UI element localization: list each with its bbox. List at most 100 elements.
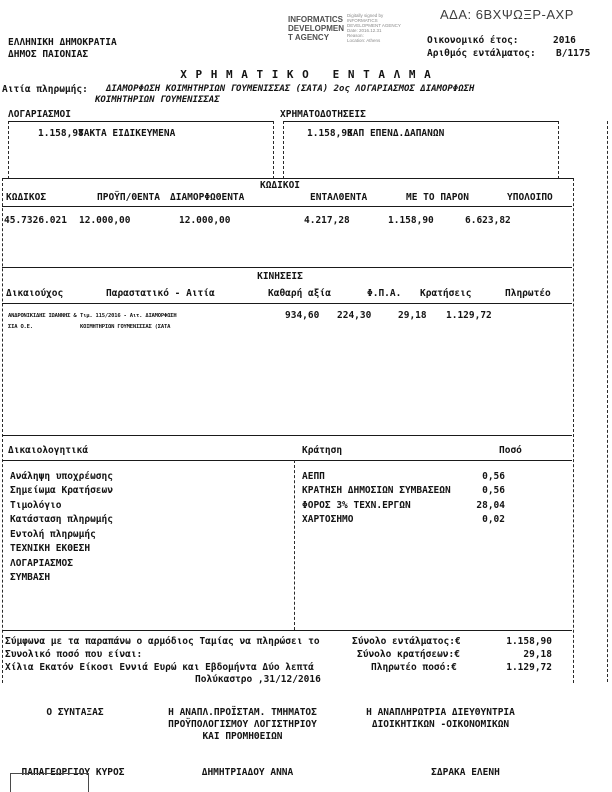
kiniseis-top-rule xyxy=(2,267,572,268)
main-form-box xyxy=(2,178,574,683)
net-amount: 934,60 xyxy=(285,310,320,321)
signature3-title-line2: ΔΙΟΙΚΗΤΙΚΩΝ -ΟΙΚΟΝΟΜΙΚΩΝ xyxy=(371,719,510,730)
doc-item: Ανάληψη υποχρέωσης xyxy=(10,471,113,482)
kodikoi-budgeted: 12.000,00 xyxy=(79,215,131,226)
docs-top-rule xyxy=(2,435,572,436)
kodikoi-col-header: ΕΝΤΑΛΘΕΝΤΑ xyxy=(310,192,368,203)
kiniseis-col-header: Δικαιούχος xyxy=(6,288,64,299)
kodikoi-col-header: ΔΙΑΜΟΡΦΩΘΕΝΤΑ xyxy=(170,192,245,203)
kodikoi-header-rule xyxy=(2,206,572,207)
kiniseis-header-rule xyxy=(2,303,572,304)
kiniseis-col-header: Καθαρή αξία xyxy=(268,288,331,299)
signature-stamp-box xyxy=(10,773,89,792)
kodikoi-title: ΚΩΔΙΚΟΙ xyxy=(259,180,301,191)
deductions-amount: 29,18 xyxy=(398,310,427,321)
kiniseis-col-header: Πληρωτέο xyxy=(505,288,551,299)
beneficiary-line2: ΣΙΑ Ο.Ε. xyxy=(8,324,33,330)
digital-signature-text: Reason: xyxy=(347,33,364,38)
kodikoi-ordered: 4.217,28 xyxy=(304,215,350,226)
deduction-amount: 0,56 xyxy=(482,485,505,496)
reason-label: Αιτία πληρωμής: xyxy=(2,84,88,95)
kiniseis-col-header: Κρατήσεις xyxy=(420,288,472,299)
municipality-name: ΔΗΜΟΣ ΠΑΙΟΝΙΑΣ xyxy=(8,49,89,60)
signature2-name: ΔΗΜΗΤΡΙΑΔΟΥ ΑΝΝΑ xyxy=(201,767,294,778)
kiniseis-col-header: Παραστατικό - Αιτία xyxy=(106,288,215,299)
doc-item: Εντολή πληρωμής xyxy=(10,529,96,540)
ida-stamp-line: INFORMATICS xyxy=(288,15,343,24)
accounts-type: ΤΑΚΤΑ ΕΙΔΙΚΕΥΜΕΝΑ xyxy=(78,128,176,139)
deduction-name: ΦΟΡΟΣ 3% ΤΕΧΝ.ΕΡΓΩΝ xyxy=(302,500,411,511)
docs-divider xyxy=(294,460,295,630)
deduction-name: ΑΕΠΠ xyxy=(302,471,325,482)
document-reason-line2: ΚΟΙΜΗΤΗΡΙΩΝ ΓΟΥΜΕΝΙΣΣΑΣ (ΣΑΤΑ xyxy=(80,324,171,330)
doc-item: Κατάσταση πληρωμής xyxy=(10,514,113,525)
kodikoi-col-header: ΠΡΟΫΠ/ΘΕΝΤΑ xyxy=(97,192,160,203)
funding-header: ΧΡΗΜΑΤΟΔΟΤΗΣΕΙΣ xyxy=(280,109,366,120)
deduction-header: Κράτηση xyxy=(302,445,343,456)
reason-line1: ΔΙΑΜΟΡΦΩΣΗ ΚΟΙΜΗΤΗΡΙΩΝ ΓΟΥΜΕΝΙΣΣΑΣ (ΣΑΤΑ… xyxy=(106,84,475,94)
vat-amount: 224,30 xyxy=(337,310,372,321)
form-outer-right-border xyxy=(607,121,608,682)
total-deductions-label: Σύνολο κρατήσεων:€ xyxy=(357,649,460,660)
totals-instruction-line1: Σύμφωνα με τα παραπάνω ο αρμόδιος Ταμίας… xyxy=(5,636,320,647)
warrant-number-value: B/1175 xyxy=(556,48,591,59)
funding-box xyxy=(283,121,559,179)
fiscal-year-value: 2016 xyxy=(553,35,576,46)
kodikoi-balance: 6.623,82 xyxy=(465,215,511,226)
kiniseis-col-header: Φ.Π.Α. xyxy=(367,288,402,299)
deduction-amount: 28,04 xyxy=(476,500,505,511)
total-deductions-value: 29,18 xyxy=(523,649,552,660)
kodikoi-col-header: ΜΕ ΤΟ ΠΑΡΟΝ xyxy=(406,192,469,203)
org-name: ΕΛΛΗΝΙΚΗ ΔΗΜΟΚΡΑΤΙΑ xyxy=(8,37,117,48)
signature2-title-line1: Η ΑΝΑΠΛ.ΠΡΟΪΣΤΑΜ. ΤΜΗΜΑΤΟΣ xyxy=(168,707,317,718)
signature1-name: ΠΑΠΑΓΕΩΡΓΙΟΥ ΚΥΡΟΣ xyxy=(21,767,125,778)
total-warrant-label: Σύνολο εντάλματος:€ xyxy=(352,636,461,647)
doc-item: ΛΟΓΑΡΙΑΣΜΟΣ xyxy=(10,558,73,569)
signature3-name: ΣΔΡΑΚΑ ΕΛΕΝΗ xyxy=(431,767,500,778)
doc-item: ΣΥΜΒΑΣΗ xyxy=(10,572,51,583)
document-reason-line1: Τιμ. 115/2016 - Αιτ. ΔΙΑΜΟΡΦΩΣΗ xyxy=(80,313,177,319)
fiscal-year-label: Οικονομικό έτος: xyxy=(427,35,519,46)
total-payable-value: 1.129,72 xyxy=(506,662,552,673)
ada-code: ΑΔΑ: 6ΒΧΨΩΞΡ-ΑΧΡ xyxy=(440,7,574,22)
docs-header-rule xyxy=(2,460,572,461)
deduction-amount: 0,56 xyxy=(482,471,505,482)
amount-header: Ποσό xyxy=(499,445,522,456)
deduction-name: ΚΡΑΤΗΣΗ ΔΗΜΟΣΙΩΝ ΣΥΜΒΑΣΕΩΝ xyxy=(302,485,451,496)
digital-signature-text: DEVELOPMENT AGENCY xyxy=(347,23,401,28)
warrant-number-label: Αριθμός εντάλματος: xyxy=(427,48,536,59)
deduction-amount: 0,02 xyxy=(482,514,505,525)
funding-amount: 1.158,98 xyxy=(307,128,353,139)
digital-signature-text: INFORMATICS xyxy=(347,18,378,23)
accounts-header: ΛΟΓΑΡΙΑΣΜΟΙ xyxy=(8,109,71,120)
signature2-title-line3: ΚΑΙ ΠΡΟΜΗΘΕΙΩΝ xyxy=(202,731,283,742)
doc-item: Τιμολόγιο xyxy=(10,500,62,511)
beneficiary-line1: ΑΝΔΡΟΝΙΚΙΔΗΣ ΙΩΑΝΝΗΣ & xyxy=(8,313,77,319)
totals-instruction-line2: Συνολικό ποσό που είναι: xyxy=(5,649,143,660)
reason-line2: ΚΟΙΜΗΤΗΡΙΩΝ ΓΟΥΜΕΝΙΣΣΑΣ xyxy=(95,95,220,105)
place-and-date: Πολύκαστρο ,31/12/2016 xyxy=(195,674,321,685)
kodikoi-code: 45.7326.021 xyxy=(4,215,67,226)
funding-type: ΚΑΠ ΕΠΕΝΔ.ΔΑΠΑΝΩΝ xyxy=(347,128,445,139)
signature1-title: Ο ΣΥΝΤΑΞΑΣ xyxy=(46,707,104,718)
digital-signature-text: Date: 2016.12.31 xyxy=(347,28,382,33)
kodikoi-adjusted: 12.000,00 xyxy=(179,215,231,226)
kodikoi-col-header: ΚΩΔΙΚΟΣ xyxy=(6,192,47,203)
digital-signature-text: Digitally signed by xyxy=(347,13,384,18)
doc-item: ΤΕΧΝΙΚΗ ΕΚΘΕΣΗ xyxy=(10,543,91,554)
accounts-box xyxy=(8,121,274,179)
doc-item: Σημείωμα Κρατήσεων xyxy=(10,485,113,496)
page-title: Χ Ρ Η Μ Α Τ Ι Κ Ο Ε Ν Τ Α Λ Μ Α xyxy=(180,68,432,81)
digital-signature-text: Location: Athens xyxy=(347,38,381,43)
kodikoi-current: 1.158,90 xyxy=(388,215,434,226)
signature2-title-line2: ΠΡΟΫΠΟΛΟΓΙΣΜΟΥ ΛΟΓΙΣΤΗΡΙΟΥ xyxy=(168,719,317,730)
ida-stamp-line: T AGENCY xyxy=(288,33,330,42)
accounts-entry: 1.158,98ΤΑΚΤΑ ΕΙΔΙΚΕΥΜΕΝΑ xyxy=(38,128,176,139)
totals-top-rule xyxy=(2,630,572,631)
funding-entry: 1.158,98ΚΑΠ ΕΠΕΝΔ.ΔΑΠΑΝΩΝ xyxy=(307,128,445,139)
ida-stamp-line: DEVELOPMEN xyxy=(288,24,345,33)
total-payable-label: Πληρωτέο ποσό:€ xyxy=(371,662,457,673)
payable-amount: 1.129,72 xyxy=(446,310,492,321)
accounts-amount: 1.158,98 xyxy=(38,128,84,139)
